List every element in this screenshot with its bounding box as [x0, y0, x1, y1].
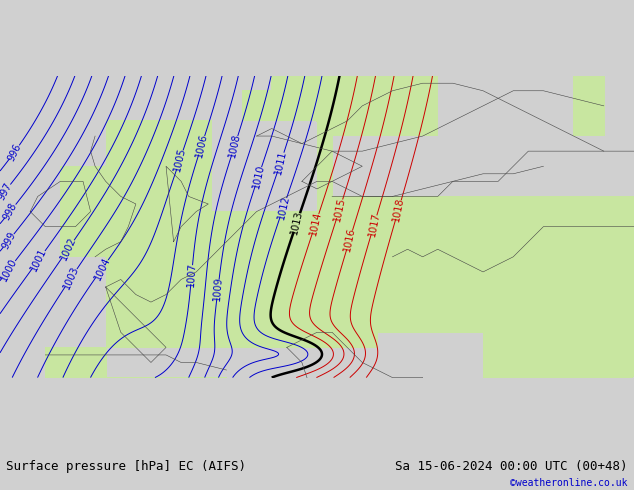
Text: 1009: 1009: [212, 276, 224, 302]
Text: 1017: 1017: [367, 212, 382, 238]
Text: 1007: 1007: [186, 262, 197, 287]
Text: 1002: 1002: [58, 236, 78, 262]
Text: 998: 998: [2, 200, 19, 221]
Text: 999: 999: [0, 230, 17, 251]
Text: 1013: 1013: [289, 209, 304, 236]
Text: 1008: 1008: [228, 132, 242, 158]
Text: Sa 15-06-2024 00:00 UTC (00+48): Sa 15-06-2024 00:00 UTC (00+48): [395, 460, 628, 473]
Text: 1016: 1016: [342, 227, 357, 253]
Text: 996: 996: [6, 142, 23, 163]
Text: 1010: 1010: [251, 163, 266, 189]
Text: 1012: 1012: [276, 194, 291, 221]
Text: 1006: 1006: [194, 132, 209, 158]
Text: 1004: 1004: [93, 255, 112, 282]
Text: 1005: 1005: [172, 147, 188, 173]
Text: ©weatheronline.co.uk: ©weatheronline.co.uk: [510, 478, 628, 488]
Text: 1003: 1003: [61, 265, 81, 291]
Text: Surface pressure [hPa] EC (AIFS): Surface pressure [hPa] EC (AIFS): [6, 460, 247, 473]
Text: 1018: 1018: [391, 196, 406, 222]
Text: 1000: 1000: [0, 256, 19, 283]
Text: 997: 997: [0, 181, 14, 201]
Text: 1014: 1014: [308, 210, 323, 236]
Text: 1001: 1001: [29, 246, 49, 273]
Text: 1015: 1015: [332, 196, 347, 222]
Text: 1011: 1011: [273, 149, 288, 175]
